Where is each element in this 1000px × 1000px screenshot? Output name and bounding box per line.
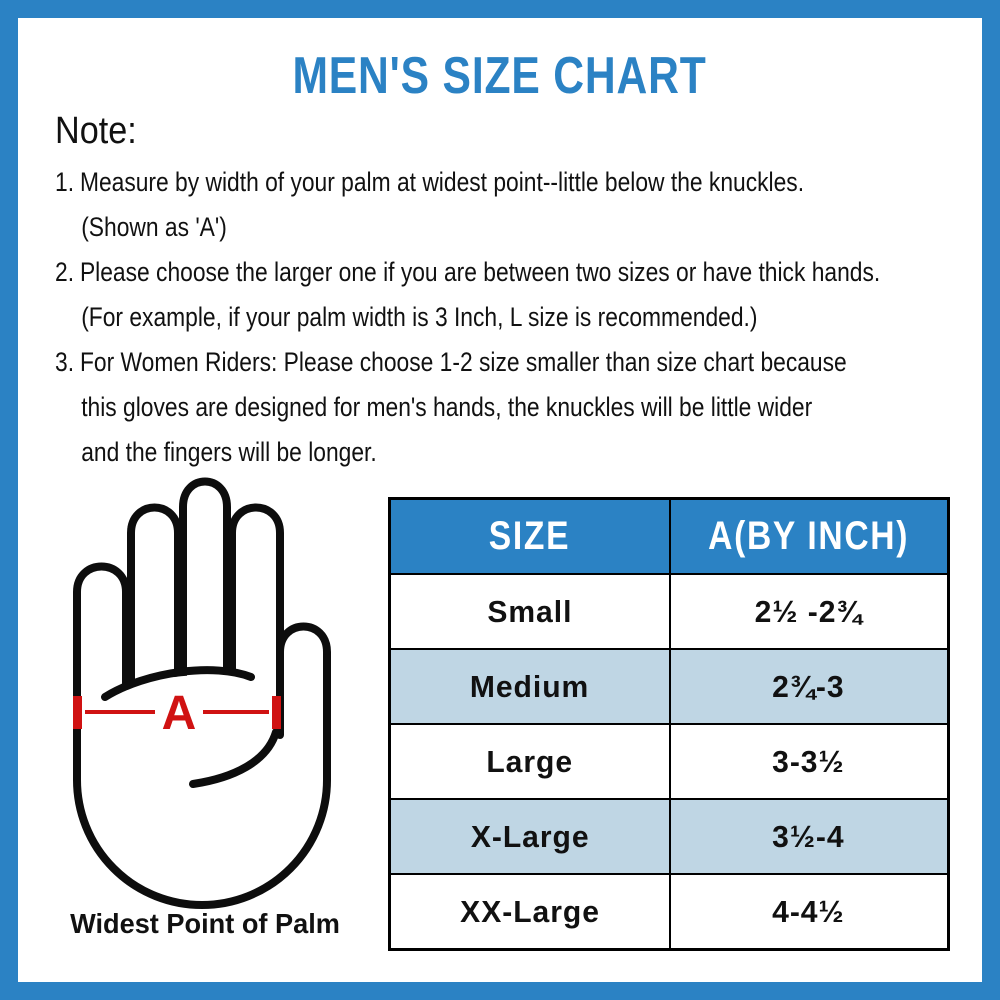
note-text: For Women Riders: Please choose 1-2 size… [79, 347, 847, 377]
range-cell: 2½ -2¾ [668, 573, 950, 650]
table-header-row: SIZE A(BY INCH) [388, 497, 950, 575]
header-cell-size: SIZE [388, 497, 671, 575]
hand-diagram: A [69, 477, 331, 909]
middle-finger [179, 477, 231, 709]
size-cell: Small [388, 573, 671, 650]
notes-list: 1. Measure by width of your palm at wides… [55, 160, 968, 475]
size-cell: Large [388, 723, 671, 800]
table-row: XX-Large 4-4½ [388, 873, 950, 951]
note-item: 3. For Women Riders: Please choose 1-2 si… [55, 340, 968, 385]
page-title: MEN'S SIZE CHART [292, 47, 708, 105]
note-text: and the fingers will be longer. [81, 437, 377, 467]
size-cell: Medium [388, 648, 671, 725]
hand-outline [73, 477, 331, 739]
palm-fill [69, 674, 276, 768]
note-text: (For example, if your palm width is 3 In… [81, 302, 758, 332]
note-text: this gloves are designed for men's hands… [81, 392, 813, 422]
table-row: Small 2½ -2¾ [388, 573, 950, 650]
index-finger [228, 503, 284, 709]
range-cell: 3½-4 [668, 798, 950, 875]
thumb-crease [189, 728, 280, 788]
table-row: Medium 2¾-3 [388, 648, 950, 725]
pinky-finger [73, 562, 130, 709]
thumb [276, 622, 331, 739]
note-number: 3. [55, 347, 75, 377]
size-table: SIZE A(BY INCH) Small 2½ -2¾ Medium 2¾-3… [388, 497, 950, 951]
note-number: 2. [55, 257, 75, 287]
hand-caption: Widest Point of Palm [70, 908, 340, 939]
note-text: Please choose the larger one if you are … [79, 257, 881, 287]
measurement-marker: A [73, 687, 281, 740]
note-item: 2. Please choose the larger one if you ar… [55, 250, 968, 295]
note-heading: Note: [55, 110, 137, 152]
range-cell: 4-4½ [668, 873, 950, 951]
range-cell: 3-3½ [668, 723, 950, 800]
range-cell: 2¾-3 [668, 648, 950, 725]
note-text: Measure by width of your palm at widest … [79, 167, 805, 197]
header-cell-inch: A(BY INCH) [668, 497, 950, 575]
measure-tick-left [73, 696, 82, 729]
knuckle-curve [101, 666, 255, 701]
note-number: 1. [55, 167, 75, 197]
measure-tick-right [272, 696, 281, 729]
note-item: 1. Measure by width of your palm at wides… [55, 160, 968, 205]
size-cell: X-Large [388, 798, 671, 875]
table-row: Large 3-3½ [388, 723, 950, 800]
size-cell: XX-Large [388, 873, 671, 951]
ring-finger [127, 503, 182, 709]
page-title-wrap: MEN'S SIZE CHART [0, 46, 1000, 106]
measurement-label-a: A [162, 687, 197, 740]
note-text: (Shown as 'A') [81, 212, 227, 242]
palm-outline [73, 654, 331, 909]
table-row: X-Large 3½-4 [388, 798, 950, 875]
